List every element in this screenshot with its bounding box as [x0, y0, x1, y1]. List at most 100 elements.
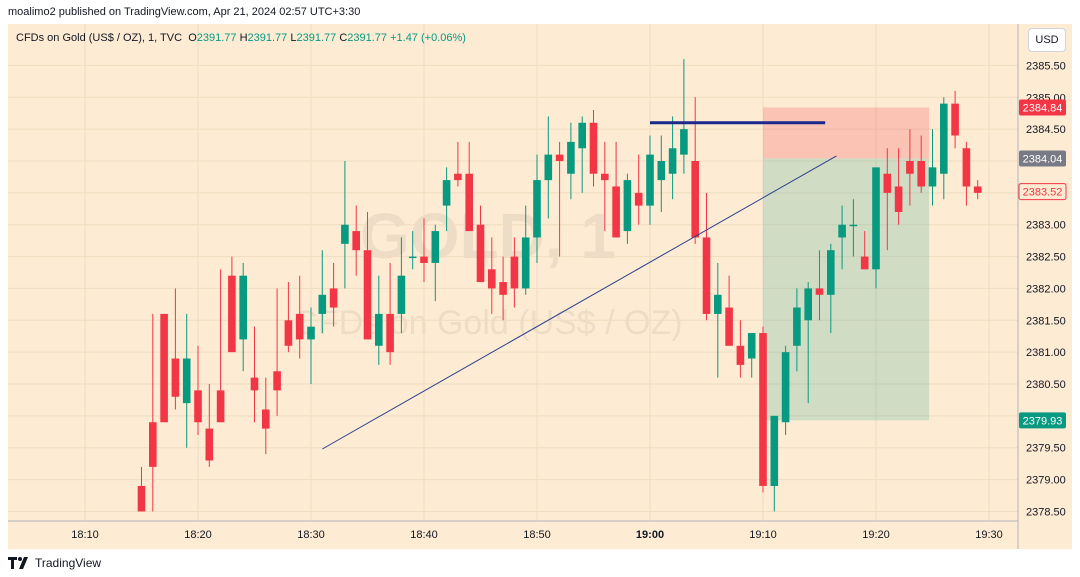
candle-down: [725, 307, 733, 346]
x-tick-label: 18:20: [184, 529, 212, 541]
candle-up: [793, 307, 801, 346]
candle-down: [612, 186, 620, 238]
price-label-box: [1019, 412, 1066, 429]
x-tick-label: 18:50: [523, 529, 551, 541]
candle-down: [216, 390, 225, 423]
legend-low: 2391.77: [296, 32, 337, 44]
candle-up: [657, 160, 666, 181]
candle-down: [476, 224, 485, 283]
candle-down: [973, 186, 982, 193]
candle-up: [307, 326, 315, 340]
candle-down: [894, 186, 903, 212]
candle-down: [759, 333, 767, 486]
candle-up: [827, 250, 835, 295]
y-tick-label: 2384.50: [1026, 124, 1066, 136]
candle-down: [329, 288, 338, 308]
candle-down: [906, 160, 914, 174]
candle-up: [544, 154, 553, 181]
y-tick-label: 2382.00: [1026, 283, 1066, 295]
x-tick-label: 19:00: [636, 529, 664, 541]
candle-up: [375, 313, 383, 346]
candle-down: [262, 409, 270, 429]
candle-up: [318, 294, 327, 314]
candlestick-chart[interactable]: GOLD, 1 CFDs on Gold (US$ / OZ) 2378.50 2…: [8, 24, 1072, 549]
candle-down: [691, 160, 699, 238]
y-tick-label: 2385.50: [1026, 60, 1066, 72]
candle-down: [736, 345, 745, 365]
price-label: 2383.52: [1023, 187, 1063, 199]
candle-down: [295, 313, 304, 340]
candle-up: [578, 122, 586, 149]
candle-up: [408, 256, 417, 259]
stop-loss-zone: [763, 107, 930, 159]
x-tick-label: 19:10: [749, 529, 777, 541]
x-tick-label: 18:40: [410, 529, 438, 541]
price-label-box: [1019, 99, 1066, 116]
candle-down: [917, 160, 925, 187]
candle-down: [951, 103, 959, 136]
candle-up: [567, 141, 575, 174]
legend-change: +1.47 (+0.06%): [390, 32, 466, 44]
price-label-box: [1019, 150, 1066, 167]
watermark-description: CFDs on Gold (US$ / OZ): [293, 304, 682, 342]
candle-up: [838, 224, 846, 238]
candle-down: [883, 173, 892, 193]
candle-down: [601, 173, 609, 181]
currency-button[interactable]: USD: [1028, 28, 1066, 52]
candle-down: [815, 288, 824, 295]
legend-low-label: L: [290, 32, 297, 44]
y-tick-label: 2379.00: [1026, 475, 1066, 487]
candle-down: [363, 250, 372, 340]
candle-down: [386, 313, 394, 353]
candle-down: [589, 122, 598, 174]
candle-down: [510, 256, 519, 289]
y-tick-label: 2379.50: [1026, 443, 1066, 455]
candle-up: [928, 167, 937, 187]
candle-up: [397, 275, 406, 314]
candle-up: [747, 333, 756, 359]
candle-down: [171, 358, 180, 397]
candle-up: [872, 167, 880, 270]
candle-up: [442, 180, 451, 206]
candle-down: [499, 282, 507, 295]
x-tick-label: 19:30: [975, 529, 1003, 541]
y-tick-label: 2381.00: [1026, 347, 1066, 359]
footer-brand[interactable]: TradingView: [35, 556, 102, 570]
legend-close-label: C: [339, 32, 348, 44]
candle-down: [273, 371, 281, 391]
y-tick-label: 2383.00: [1026, 220, 1066, 232]
candle-up: [431, 231, 440, 263]
y-tick-label: 2382.50: [1026, 252, 1066, 264]
tradingview-logo-icon[interactable]: [8, 557, 30, 569]
candle-down: [465, 173, 473, 232]
candle-up: [521, 237, 530, 289]
candle-down: [352, 231, 360, 251]
candle-up: [341, 224, 349, 244]
legend-high-label: H: [239, 32, 248, 44]
legend-close: 2391.77: [347, 32, 388, 44]
legend-symbol: CFDs on Gold (US$ / OZ), 1, TVC: [16, 32, 183, 44]
candle-down: [205, 428, 214, 461]
candle-down: [555, 154, 564, 161]
legend-high: 2391.77: [247, 32, 288, 44]
chart-legend: CFDs on Gold (US$ / OZ), 1, TVC O 2391.77…: [16, 32, 466, 44]
watermark-symbol: GOLD, 1: [360, 200, 616, 272]
candle-down: [454, 173, 462, 181]
candle-up: [680, 129, 688, 155]
price-label-box: [1018, 183, 1067, 201]
candle-up: [804, 288, 812, 321]
candle-down: [160, 313, 168, 423]
candle-down: [860, 256, 869, 270]
candle-down: [634, 192, 643, 206]
legend-open-label: O: [188, 32, 197, 44]
candle-up: [714, 294, 722, 314]
y-tick-label: 2380.50: [1026, 379, 1066, 391]
footer: TradingView: [8, 552, 101, 574]
y-tick-label: 2378.50: [1026, 506, 1066, 518]
candle-up: [668, 148, 677, 174]
candle-down: [284, 320, 293, 346]
candle-up: [239, 275, 247, 340]
x-tick-label: 18:30: [297, 529, 325, 541]
chart-area[interactable]: GOLD, 1 CFDs on Gold (US$ / OZ) 2378.50 2…: [8, 24, 1072, 549]
x-tick-label: 18:10: [71, 529, 99, 541]
